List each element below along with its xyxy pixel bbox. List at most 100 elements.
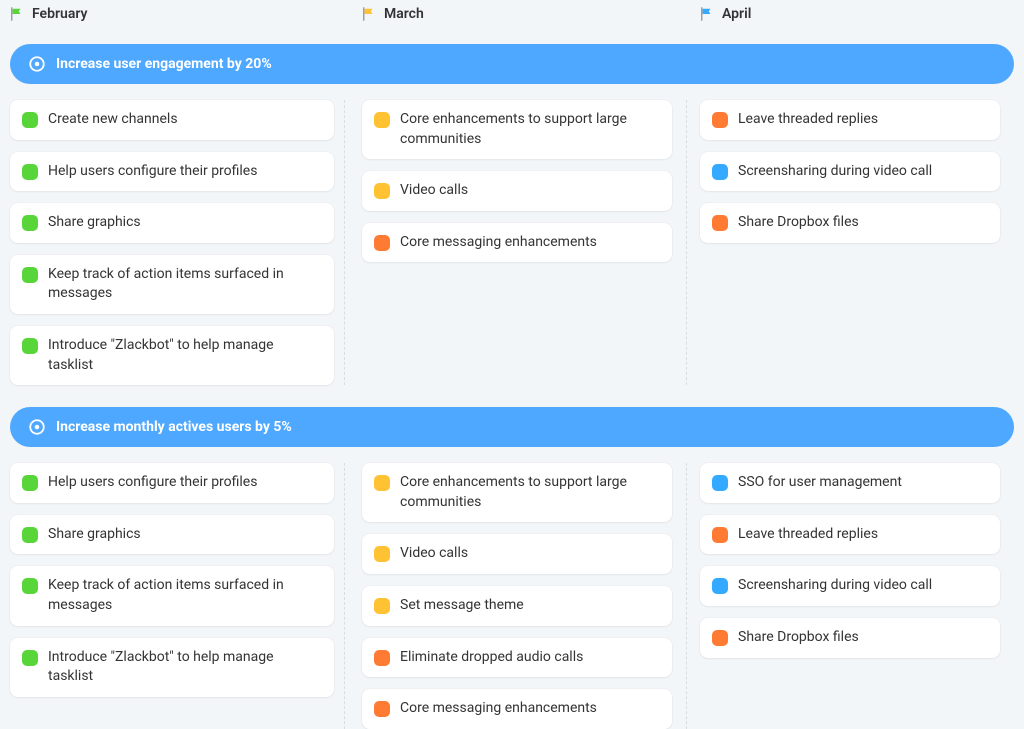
status-chip [22, 650, 38, 666]
task-label: Leave threaded replies [738, 525, 878, 545]
column-divider [344, 463, 345, 729]
task-card[interactable]: Eliminate dropped audio calls [362, 638, 672, 678]
status-chip [712, 630, 728, 646]
task-card[interactable]: Video calls [362, 534, 672, 574]
task-label: Help users configure their profiles [48, 162, 257, 182]
status-chip [22, 338, 38, 354]
status-chip [374, 235, 390, 251]
task-label: Share graphics [48, 525, 141, 545]
task-label: Screensharing during video call [738, 576, 932, 596]
task-card[interactable]: Leave threaded replies [700, 100, 1000, 140]
task-label: Create new channels [48, 110, 178, 130]
status-chip [22, 215, 38, 231]
task-card[interactable]: Share Dropbox files [700, 203, 1000, 243]
task-card[interactable]: Video calls [362, 171, 672, 211]
task-card[interactable]: Set message theme [362, 586, 672, 626]
status-chip [374, 112, 390, 128]
status-chip [22, 112, 38, 128]
status-chip [712, 164, 728, 180]
column-february: Create new channels Help users configure … [10, 100, 348, 385]
status-chip [712, 578, 728, 594]
task-card[interactable]: Screensharing during video call [700, 566, 1000, 606]
target-icon [28, 418, 46, 436]
status-chip [22, 527, 38, 543]
task-card[interactable]: Help users configure their profiles [10, 463, 334, 503]
status-chip [22, 267, 38, 283]
task-card[interactable]: Screensharing during video call [700, 152, 1000, 192]
status-chip [22, 475, 38, 491]
task-label: Core messaging enhancements [400, 233, 597, 253]
status-chip [374, 598, 390, 614]
task-card[interactable]: Share graphics [10, 515, 334, 555]
status-chip [374, 650, 390, 666]
column-divider [344, 100, 345, 385]
column-march: Core enhancements to support large commu… [348, 463, 686, 729]
task-card[interactable]: Leave threaded replies [700, 515, 1000, 555]
column-march: Core enhancements to support large commu… [348, 100, 686, 385]
task-label: Keep track of action items surfaced in m… [48, 265, 322, 304]
task-label: Keep track of action items surfaced in m… [48, 576, 322, 615]
task-label: Video calls [400, 544, 468, 564]
month-label: April [722, 6, 751, 22]
column-april: Leave threaded replies Screensharing duri… [686, 100, 1014, 385]
task-label: Share Dropbox files [738, 213, 859, 233]
status-chip [374, 546, 390, 562]
month-label: February [32, 6, 87, 22]
flag-icon [362, 7, 376, 21]
task-card[interactable]: Keep track of action items surfaced in m… [10, 255, 334, 314]
status-chip [712, 112, 728, 128]
month-header-april[interactable]: April [686, 6, 1014, 22]
task-label: Eliminate dropped audio calls [400, 648, 583, 668]
task-label: Video calls [400, 181, 468, 201]
task-card[interactable]: Share graphics [10, 203, 334, 243]
goal-bar[interactable]: Increase monthly actives users by 5% [10, 407, 1014, 447]
target-icon [28, 55, 46, 73]
goal-title: Increase monthly actives users by 5% [56, 419, 292, 435]
task-card[interactable]: Create new channels [10, 100, 334, 140]
status-chip [712, 475, 728, 491]
status-chip [374, 701, 390, 717]
goal-bar[interactable]: Increase user engagement by 20% [10, 44, 1014, 84]
task-card[interactable]: Share Dropbox files [700, 618, 1000, 658]
goal-title: Increase user engagement by 20% [56, 56, 272, 72]
month-header-february[interactable]: February [10, 6, 348, 22]
task-card[interactable]: Core enhancements to support large commu… [362, 463, 672, 522]
status-chip [712, 215, 728, 231]
task-label: Leave threaded replies [738, 110, 878, 130]
task-label: Core enhancements to support large commu… [400, 473, 660, 512]
task-card[interactable]: Core messaging enhancements [362, 223, 672, 263]
goal-columns: Create new channels Help users configure … [10, 100, 1014, 385]
task-label: SSO for user management [738, 473, 902, 493]
task-card[interactable]: Core messaging enhancements [362, 689, 672, 729]
task-card[interactable]: Core enhancements to support large commu… [362, 100, 672, 159]
flag-icon [700, 7, 714, 21]
task-card[interactable]: Keep track of action items surfaced in m… [10, 566, 334, 625]
month-header-march[interactable]: March [348, 6, 686, 22]
task-card[interactable]: Help users configure their profiles [10, 152, 334, 192]
goal-columns: Help users configure their profiles Share… [10, 463, 1014, 729]
task-label: Help users configure their profiles [48, 473, 257, 493]
task-card[interactable]: Introduce "Zlackbot" to help manage task… [10, 326, 334, 385]
task-label: Share Dropbox files [738, 628, 859, 648]
task-label: Screensharing during video call [738, 162, 932, 182]
column-april: SSO for user management Leave threaded re… [686, 463, 1014, 729]
status-chip [22, 164, 38, 180]
task-card[interactable]: Introduce "Zlackbot" to help manage task… [10, 638, 334, 697]
status-chip [22, 578, 38, 594]
task-label: Introduce "Zlackbot" to help manage task… [48, 336, 322, 375]
column-february: Help users configure their profiles Share… [10, 463, 348, 729]
column-divider [686, 463, 687, 729]
task-label: Share graphics [48, 213, 141, 233]
column-divider [686, 100, 687, 385]
task-label: Set message theme [400, 596, 524, 616]
month-label: March [384, 6, 424, 22]
status-chip [712, 527, 728, 543]
task-label: Core enhancements to support large commu… [400, 110, 660, 149]
status-chip [374, 475, 390, 491]
task-label: Introduce "Zlackbot" to help manage task… [48, 648, 322, 687]
flag-icon [10, 7, 24, 21]
roadmap-board: February March April Increase user engag… [0, 0, 1024, 649]
task-card[interactable]: SSO for user management [700, 463, 1000, 503]
month-headers: February March April [10, 6, 1014, 22]
task-label: Core messaging enhancements [400, 699, 597, 719]
